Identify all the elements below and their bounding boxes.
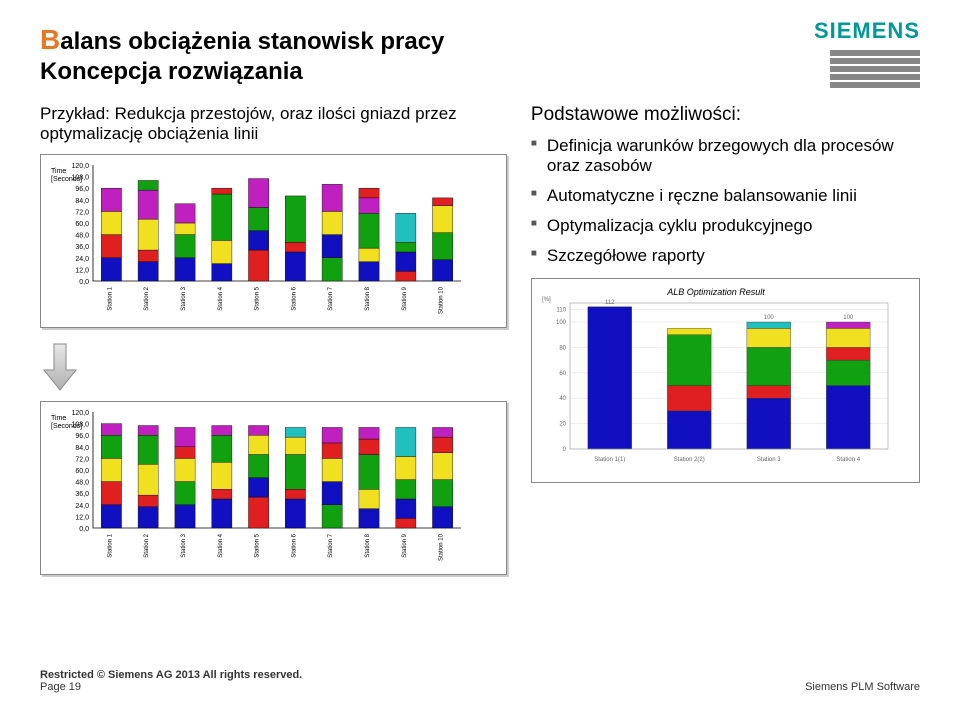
- feature-item: Definicja warunków brzegowych dla proces…: [531, 136, 920, 176]
- svg-text:60,0: 60,0: [75, 468, 89, 475]
- svg-text:100: 100: [843, 315, 854, 321]
- svg-text:110: 110: [556, 307, 566, 313]
- svg-text:48,0: 48,0: [75, 480, 89, 487]
- svg-text:48,0: 48,0: [75, 233, 89, 240]
- title-rest: alans obciążenia stanowisk pracy: [60, 28, 444, 55]
- left-column: Przykład: Redukcja przestojów, oraz iloś…: [40, 104, 507, 585]
- footer-left: Restricted © Siemens AG 2013 All rights …: [40, 669, 302, 693]
- svg-text:Station 6: Station 6: [291, 286, 297, 310]
- arrow-down-icon: [40, 342, 80, 392]
- svg-text:Station 4: Station 4: [836, 457, 860, 463]
- content-area: Przykład: Redukcja przestojów, oraz iloś…: [0, 94, 960, 585]
- svg-text:72,0: 72,0: [75, 456, 89, 463]
- title-first-letter: B: [40, 24, 60, 55]
- chart-before-svg: Time[Seconds]120,0108,096,084,072,060,04…: [47, 161, 467, 321]
- svg-text:Station 7: Station 7: [328, 286, 334, 310]
- svg-text:Station 1: Station 1: [107, 286, 113, 310]
- svg-text:12,0: 12,0: [75, 267, 89, 274]
- svg-text:Station 6: Station 6: [291, 533, 297, 557]
- svg-text:Station 4: Station 4: [218, 533, 224, 557]
- features-list: Definicja warunków brzegowych dla proces…: [531, 136, 920, 266]
- slide-title: Balans obciążenia stanowisk pracy: [40, 24, 920, 56]
- svg-text:0: 0: [563, 447, 567, 453]
- svg-text:12,0: 12,0: [75, 514, 89, 521]
- logo-bars-icon: [814, 50, 920, 88]
- svg-text:40: 40: [559, 396, 566, 402]
- svg-text:108,0: 108,0: [71, 422, 89, 429]
- svg-text:Station 8: Station 8: [365, 533, 371, 557]
- svg-text:36,0: 36,0: [75, 491, 89, 498]
- svg-text:ALB Optimization Result: ALB Optimization Result: [666, 287, 765, 297]
- svg-text:Station 8: Station 8: [365, 286, 371, 310]
- footer-page: Page 19: [40, 681, 302, 693]
- features-heading: Podstawowe możliwości:: [531, 104, 920, 126]
- footer-restricted: Restricted © Siemens AG 2013 All rights …: [40, 669, 302, 681]
- siemens-logo: SIEMENS: [814, 18, 920, 44]
- svg-text:84,0: 84,0: [75, 445, 89, 452]
- right-column: Podstawowe możliwości: Definicja warunkó…: [531, 104, 920, 585]
- svg-text:Station 3: Station 3: [181, 533, 187, 557]
- svg-text:Station 7: Station 7: [328, 533, 334, 557]
- svg-text:0,0: 0,0: [79, 526, 89, 533]
- svg-text:120,0: 120,0: [71, 163, 89, 170]
- result-chart: ALB Optimization Result [%] 110 100 80 60 40 20…: [531, 278, 920, 483]
- svg-text:60,0: 60,0: [75, 221, 89, 228]
- logo-area: SIEMENS: [814, 18, 920, 90]
- svg-text:Station 9: Station 9: [402, 533, 408, 557]
- svg-text:24,0: 24,0: [75, 256, 89, 263]
- svg-text:24,0: 24,0: [75, 503, 89, 510]
- chart-after: Time[Seconds]120,0108,096,084,072,060,04…: [40, 401, 507, 575]
- svg-text:Station 10: Station 10: [439, 286, 445, 314]
- svg-text:Station 3: Station 3: [181, 286, 187, 310]
- svg-text:84,0: 84,0: [75, 198, 89, 205]
- chart-after-svg: Time[Seconds]120,0108,096,084,072,060,04…: [47, 408, 467, 568]
- feature-item: Automatyczne i ręczne balansowanie linii: [531, 186, 920, 206]
- slide-subtitle: Koncepcja rozwiązania: [40, 58, 920, 86]
- svg-text:Station 5: Station 5: [255, 533, 261, 557]
- svg-text:Station 4: Station 4: [218, 286, 224, 310]
- svg-text:20: 20: [559, 422, 566, 428]
- svg-text:120,0: 120,0: [71, 410, 89, 417]
- svg-text:Station 1: Station 1: [107, 533, 113, 557]
- example-label: Przykład: Redukcja przestojów, oraz iloś…: [40, 104, 507, 144]
- feature-item: Szczegółowe raporty: [531, 246, 920, 266]
- footer-brand: Siemens PLM Software: [805, 681, 920, 693]
- svg-text:Station 5: Station 5: [255, 286, 261, 310]
- svg-text:96,0: 96,0: [75, 433, 89, 440]
- svg-text:Station 10: Station 10: [439, 533, 445, 561]
- svg-text:Station 1(1): Station 1(1): [594, 457, 625, 463]
- svg-text:Station 2: Station 2: [144, 286, 150, 310]
- svg-text:Station 3: Station 3: [757, 457, 781, 463]
- svg-text:Station 2(2): Station 2(2): [674, 457, 705, 463]
- svg-text:[%]: [%]: [542, 297, 551, 303]
- result-chart-svg: ALB Optimization Result [%] 110 100 80 60 40 20…: [536, 283, 896, 473]
- svg-text:100: 100: [764, 315, 775, 321]
- svg-text:0,0: 0,0: [79, 279, 89, 286]
- svg-text:72,0: 72,0: [75, 209, 89, 216]
- svg-text:100: 100: [556, 320, 567, 326]
- svg-text:108,0: 108,0: [71, 175, 89, 182]
- svg-text:Station 2: Station 2: [144, 533, 150, 557]
- svg-text:36,0: 36,0: [75, 244, 89, 251]
- svg-text:Station 9: Station 9: [402, 286, 408, 310]
- svg-text:96,0: 96,0: [75, 186, 89, 193]
- svg-text:60: 60: [559, 371, 566, 377]
- feature-item: Optymalizacja cyklu produkcyjnego: [531, 216, 920, 236]
- svg-text:80: 80: [559, 345, 566, 351]
- footer: Restricted © Siemens AG 2013 All rights …: [40, 669, 920, 693]
- chart-before: Time[Seconds]120,0108,096,084,072,060,04…: [40, 154, 507, 328]
